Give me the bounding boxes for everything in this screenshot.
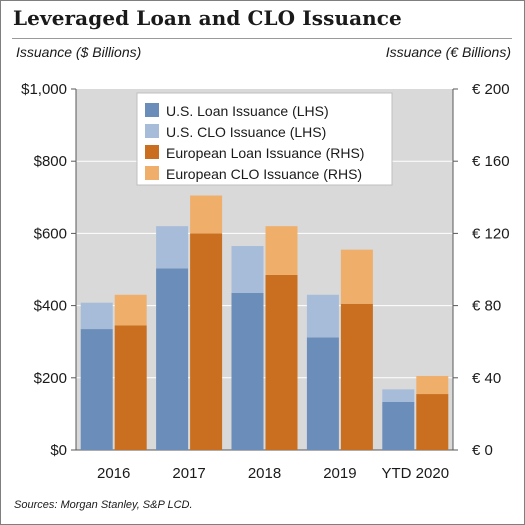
eu-clo-bar — [190, 195, 223, 234]
us-loan-bar — [80, 329, 113, 450]
left-tick-label: $800 — [34, 153, 67, 170]
left-tick-label: $1,000 — [21, 81, 67, 98]
legend-entry: U.S. Loan Issuance (LHS) — [166, 103, 329, 119]
left-tick-label: $400 — [34, 298, 67, 315]
us-loan-bar — [382, 401, 415, 450]
us-clo-bar — [382, 389, 415, 402]
us-clo-bar — [156, 226, 189, 269]
legend-entry: European CLO Issuance (RHS) — [166, 166, 362, 182]
x-tick-label: 2018 — [248, 465, 281, 482]
right-tick-label: € 40 — [472, 370, 501, 387]
source-note: Sources: Morgan Stanley, S&P LCD. — [14, 499, 193, 511]
right-tick-label: € 0 — [472, 442, 493, 459]
left-tick-label: $600 — [34, 225, 67, 242]
eu-loan-bar — [114, 325, 147, 450]
eu-loan-bar — [190, 233, 223, 450]
title-divider — [12, 38, 512, 39]
us-loan-bar — [231, 292, 264, 450]
us-clo-bar — [231, 246, 264, 293]
right-tick-label: € 80 — [472, 298, 501, 315]
legend-swatch — [145, 124, 159, 138]
eu-loan-bar — [265, 274, 298, 450]
eu-clo-bar — [416, 375, 449, 395]
right-axis-title: Issuance (€ Billions) — [385, 44, 511, 60]
x-tick-label: 2019 — [323, 465, 356, 482]
left-tick-label: $0 — [50, 442, 67, 459]
us-clo-bar — [306, 294, 339, 338]
eu-clo-bar — [114, 294, 147, 326]
eu-clo-bar — [340, 249, 373, 304]
x-tick-label: YTD 2020 — [382, 465, 450, 482]
left-axis-title: Issuance ($ Billions) — [16, 44, 142, 60]
us-loan-bar — [306, 337, 339, 450]
legend-swatch — [145, 103, 159, 117]
legend-swatch — [145, 145, 159, 159]
eu-loan-bar — [340, 303, 373, 450]
legend-entry: U.S. CLO Issuance (LHS) — [166, 124, 326, 140]
legend-entry: European Loan Issuance (RHS) — [166, 145, 364, 161]
left-tick-label: $200 — [34, 370, 67, 387]
right-tick-label: € 160 — [472, 153, 510, 170]
x-tick-label: 2016 — [97, 465, 130, 482]
us-clo-bar — [80, 302, 113, 330]
right-tick-label: € 120 — [472, 225, 510, 242]
right-tick-label: € 200 — [472, 81, 510, 98]
eu-clo-bar — [265, 226, 298, 275]
legend-box — [136, 92, 393, 186]
eu-loan-bar — [416, 394, 449, 450]
legend-swatch — [145, 166, 159, 180]
chart-title: Leveraged Loan and CLO Issuance — [13, 6, 402, 30]
us-loan-bar — [156, 268, 189, 450]
x-tick-label: 2017 — [172, 465, 205, 482]
